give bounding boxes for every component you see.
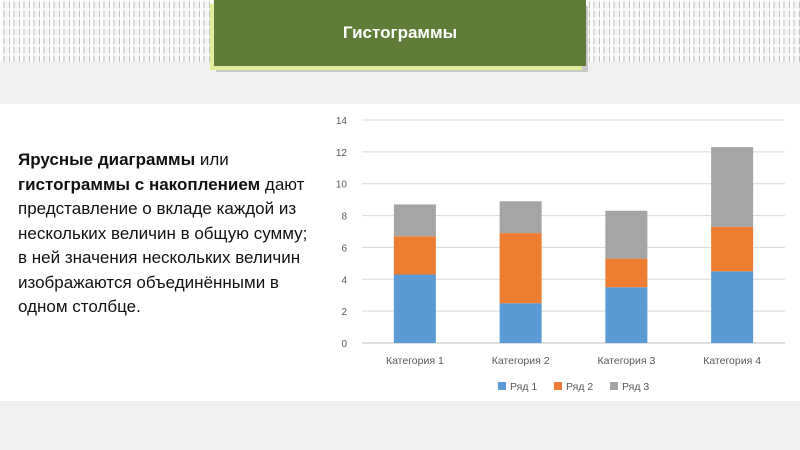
bar-segment: [393, 236, 436, 275]
bar-segment: [711, 147, 754, 227]
legend-swatch: [554, 382, 562, 390]
term-stacked-histograms: гистограммы с накоплением: [18, 174, 261, 194]
term-stacked-charts: Ярусные диаграммы: [18, 150, 196, 169]
bar-segment: [711, 271, 754, 343]
legend-label: Ряд 3: [622, 381, 649, 393]
bar-segment: [393, 204, 436, 237]
slide-title-box: Гистограммы: [214, 0, 586, 66]
legend-label: Ряд 1: [510, 381, 537, 393]
bar-segment: [605, 258, 648, 288]
bar-segment: [499, 303, 542, 343]
legend-label: Ряд 2: [566, 381, 593, 393]
legend-swatch: [610, 382, 618, 390]
y-tick-label: 6: [341, 243, 347, 254]
bar-segment: [711, 226, 754, 272]
y-tick-label: 12: [336, 148, 348, 159]
description-body: дают представление о вкладе каждой из не…: [18, 174, 308, 317]
y-tick-label: 0: [341, 339, 347, 350]
description-text: Ярусные диаграммы или гистограммы с нако…: [18, 148, 313, 320]
y-tick-label: 8: [341, 212, 347, 223]
y-tick-label: 10: [336, 180, 348, 191]
bar-segment: [499, 233, 542, 304]
slide-title: Гистограммы: [342, 23, 458, 42]
y-axis-ticks: 0 2 4 6 8 10 12 14: [336, 116, 348, 350]
x-tick-label: Категория 3: [597, 355, 655, 367]
bar-segment: [499, 201, 542, 234]
legend: Ряд 1 Ряд 2 Ряд 3: [498, 381, 649, 393]
bars: [393, 147, 754, 343]
y-tick-label: 4: [341, 275, 347, 286]
description-connector: или: [195, 150, 229, 169]
x-axis-labels: Категория 1 Категория 2 Категория 3 Категор…: [386, 355, 761, 367]
x-tick-label: Категория 1: [386, 355, 444, 367]
bar-segment: [605, 287, 648, 343]
bar-segment: [605, 210, 648, 259]
y-tick-label: 14: [336, 116, 348, 127]
x-tick-label: Категория 4: [703, 355, 761, 367]
legend-swatch: [498, 382, 506, 390]
y-tick-label: 2: [341, 307, 347, 318]
x-tick-label: Категория 2: [492, 355, 550, 367]
bar-segment: [393, 274, 436, 343]
